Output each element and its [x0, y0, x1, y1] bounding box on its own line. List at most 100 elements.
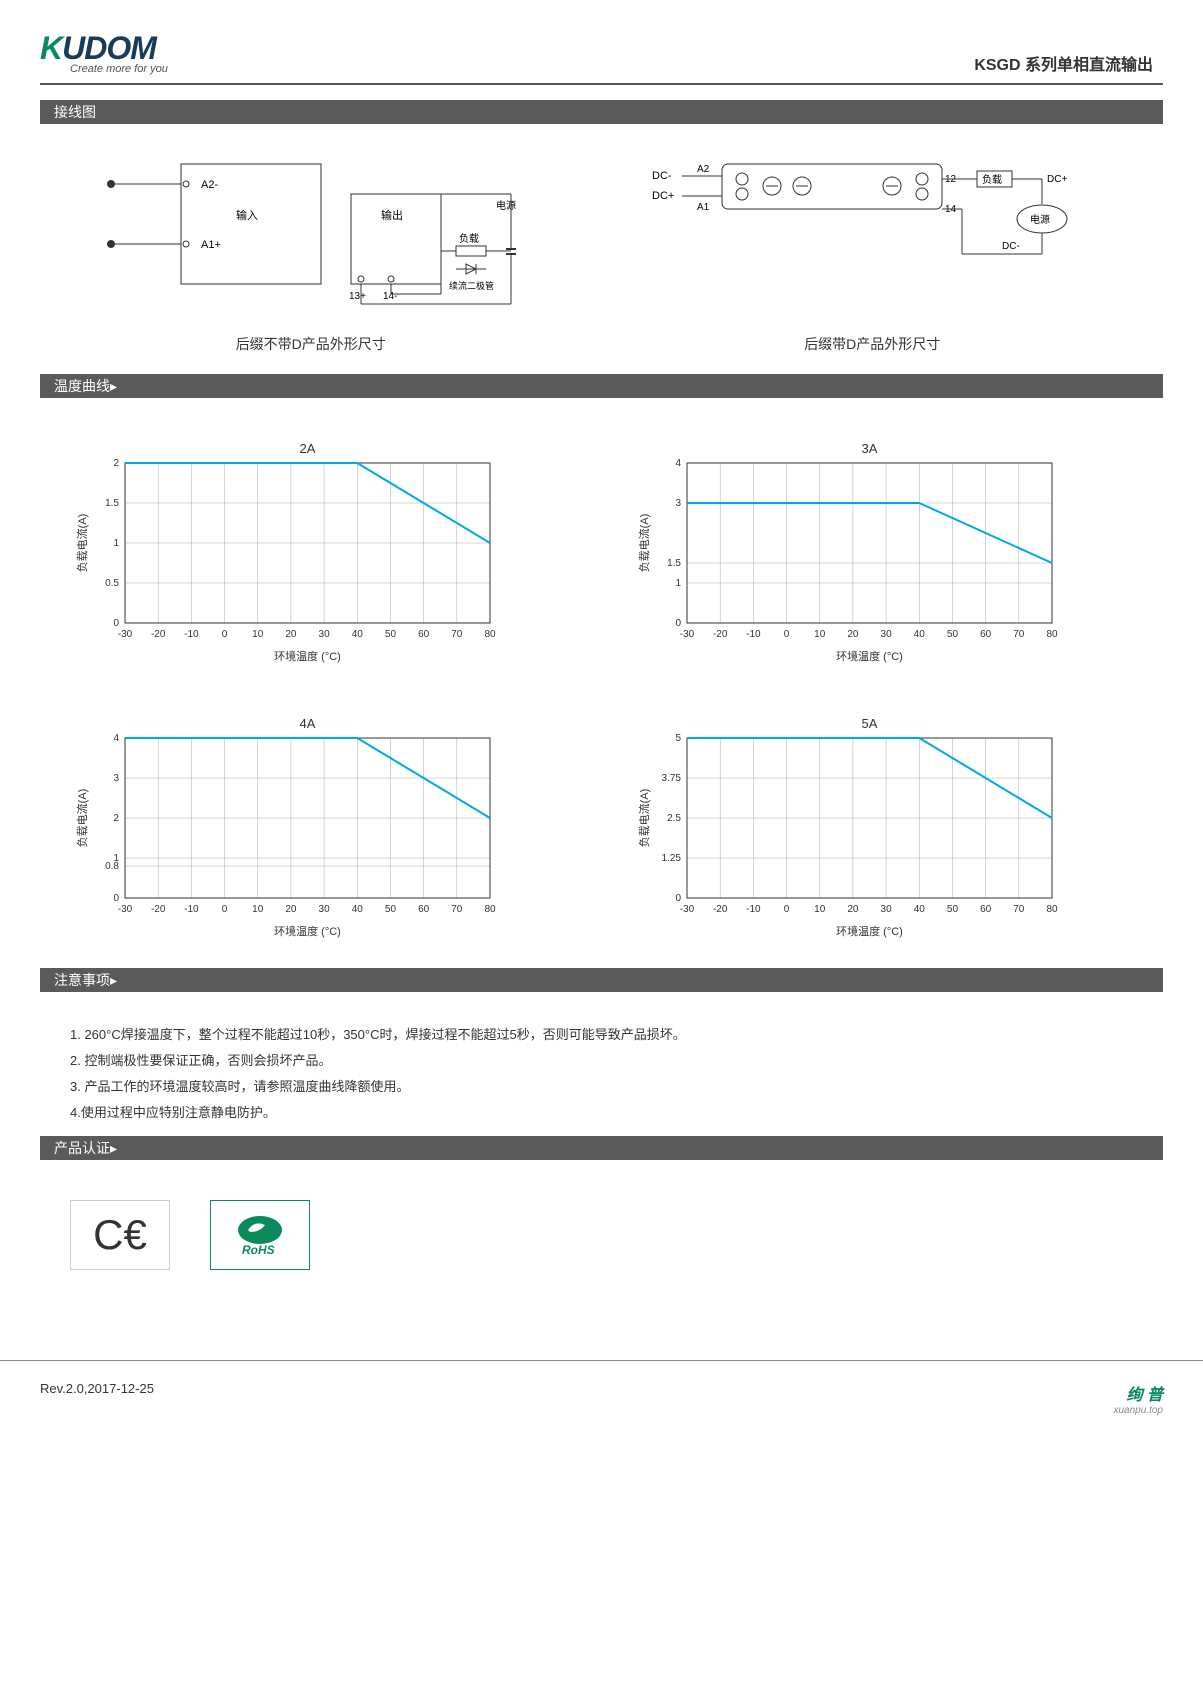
label-output: 输出 — [381, 208, 403, 222]
svg-text:4A: 4A — [300, 716, 316, 731]
svg-text:50: 50 — [385, 629, 397, 640]
svg-text:0: 0 — [675, 893, 681, 904]
svg-text:1: 1 — [113, 853, 119, 864]
arrow-icon: ▸ — [110, 1140, 117, 1157]
svg-text:50: 50 — [946, 629, 958, 640]
svg-text:2: 2 — [113, 458, 119, 469]
chart-svg: 4A-30-20-100102030405060708000.81234负载电流… — [70, 713, 500, 943]
svg-text:60: 60 — [980, 904, 992, 915]
label-dcplus-r: DC+ — [1047, 174, 1067, 185]
section-cert-bar: 产品认证▸ — [40, 1136, 1163, 1160]
label-dcminus-r: DC- — [1002, 241, 1020, 252]
label-input: 输入 — [236, 208, 258, 222]
note-item: 1. 260°C焊接温度下，整个过程不能超过10秒，350°C时，焊接过程不能超… — [70, 1022, 1133, 1048]
svg-text:30: 30 — [880, 904, 892, 915]
certs: C€ RoHS — [40, 1180, 1163, 1290]
wiring-diagram-left: A2- A1+ 输入 输出 13+ 14- 电源 — [101, 154, 521, 354]
chart-svg: 3A-30-20-1001020304050607080011.534负载电流(… — [632, 438, 1062, 668]
svg-text:60: 60 — [418, 629, 430, 640]
label-dcplus: DC+ — [652, 190, 674, 202]
note-item: 3. 产品工作的环境温度较高时，请参照温度曲线降额使用。 — [70, 1074, 1133, 1100]
svg-text:负载电流(A): 负载电流(A) — [637, 789, 651, 848]
svg-text:1: 1 — [113, 538, 119, 549]
label-a1: A1+ — [201, 239, 221, 251]
svg-text:20: 20 — [847, 904, 859, 915]
svg-text:0: 0 — [783, 629, 789, 640]
svg-text:2: 2 — [113, 813, 119, 824]
series-title: KSGD 系列单相直流输出 — [974, 51, 1163, 75]
chart-svg: 5A-30-20-100102030405060708001.252.53.75… — [632, 713, 1062, 943]
svg-text:3A: 3A — [861, 441, 877, 456]
svg-text:3: 3 — [675, 498, 681, 509]
svg-text:3: 3 — [113, 773, 119, 784]
svg-text:0: 0 — [113, 618, 119, 629]
svg-text:-30: -30 — [118, 904, 133, 915]
svg-text:-30: -30 — [679, 904, 694, 915]
diagram-caption-left: 后缀不带D产品外形尺寸 — [101, 334, 521, 354]
chart-4a: 4A-30-20-100102030405060708000.81234负载电流… — [70, 713, 572, 948]
svg-text:5: 5 — [675, 733, 681, 744]
page-footer: Rev.2.0,2017-12-25 绚 普 xuanpu.top — [0, 1360, 1203, 1436]
rohs-icon: RoHS — [230, 1210, 290, 1260]
label-power: 电源 — [496, 199, 516, 212]
svg-text:30: 30 — [319, 904, 331, 915]
svg-text:4: 4 — [113, 733, 119, 744]
diagram-caption-right: 后缀带D产品外形尺寸 — [642, 334, 1102, 354]
note-item: 4.使用过程中应特别注意静电防护。 — [70, 1100, 1133, 1126]
svg-text:4: 4 — [675, 458, 681, 469]
label-a1r: A1 — [697, 202, 710, 213]
arrow-icon: ▸ — [110, 378, 117, 395]
svg-text:-30: -30 — [118, 629, 133, 640]
svg-text:40: 40 — [352, 629, 364, 640]
svg-text:50: 50 — [946, 904, 958, 915]
label-load: 负载 — [459, 232, 479, 245]
footer-brand-cn: 绚 普 — [1114, 1381, 1164, 1405]
label-a2: A2- — [201, 179, 218, 191]
svg-text:-20: -20 — [712, 904, 727, 915]
svg-text:0: 0 — [113, 893, 119, 904]
svg-text:70: 70 — [451, 904, 463, 915]
label-dcminus: DC- — [652, 170, 672, 182]
svg-text:负载电流(A): 负载电流(A) — [637, 514, 651, 573]
svg-text:80: 80 — [484, 904, 496, 915]
ce-mark: C€ — [93, 1211, 147, 1259]
svg-text:1.5: 1.5 — [105, 498, 119, 509]
svg-text:环境温度 (°C): 环境温度 (°C) — [274, 649, 341, 663]
label-load-r: 负载 — [982, 173, 1002, 186]
svg-text:70: 70 — [1013, 629, 1025, 640]
footer-brand-en: xuanpu.top — [1114, 1405, 1164, 1416]
svg-text:10: 10 — [814, 629, 826, 640]
svg-text:40: 40 — [352, 904, 364, 915]
svg-text:负载电流(A): 负载电流(A) — [75, 514, 89, 573]
section-notes-bar: 注意事项▸ — [40, 968, 1163, 992]
svg-text:80: 80 — [1046, 904, 1058, 915]
label-14: 14- — [383, 291, 397, 302]
svg-text:30: 30 — [319, 629, 331, 640]
label-power-r: 电源 — [1030, 213, 1050, 226]
svg-text:负载电流(A): 负载电流(A) — [75, 789, 89, 848]
notes-list: 1. 260°C焊接温度下，整个过程不能超过10秒，350°C时，焊接过程不能超… — [40, 1012, 1163, 1136]
svg-text:70: 70 — [451, 629, 463, 640]
svg-text:60: 60 — [418, 904, 430, 915]
svg-text:-10: -10 — [184, 629, 199, 640]
section-wiring-bar: 接线图 — [40, 100, 1163, 124]
svg-text:40: 40 — [913, 629, 925, 640]
logo: KUDOM — [40, 30, 168, 67]
svg-text:10: 10 — [252, 629, 264, 640]
svg-text:环境温度 (°C): 环境温度 (°C) — [274, 924, 341, 938]
svg-text:10: 10 — [814, 904, 826, 915]
svg-text:3.75: 3.75 — [661, 773, 681, 784]
charts-grid: 2A-30-20-100102030405060708000.511.52负载电… — [40, 418, 1163, 968]
svg-text:RoHS: RoHS — [242, 1243, 275, 1257]
page-header: KUDOM Create more for you KSGD 系列单相直流输出 — [40, 30, 1163, 75]
wiring-diagram-right: DC- DC+ A2 A1 12 14 — [642, 154, 1102, 354]
section-temp-label: 温度曲线▸ — [40, 374, 131, 398]
svg-text:环境温度 (°C): 环境温度 (°C) — [836, 649, 903, 663]
svg-text:-10: -10 — [184, 904, 199, 915]
footer-brand: 绚 普 xuanpu.top — [1114, 1381, 1164, 1416]
header-divider — [40, 83, 1163, 85]
wiring-svg-left: A2- A1+ 输入 输出 13+ 14- 电源 — [101, 154, 521, 314]
label-13: 13+ — [349, 291, 366, 302]
svg-text:-10: -10 — [746, 629, 761, 640]
svg-text:0: 0 — [675, 618, 681, 629]
